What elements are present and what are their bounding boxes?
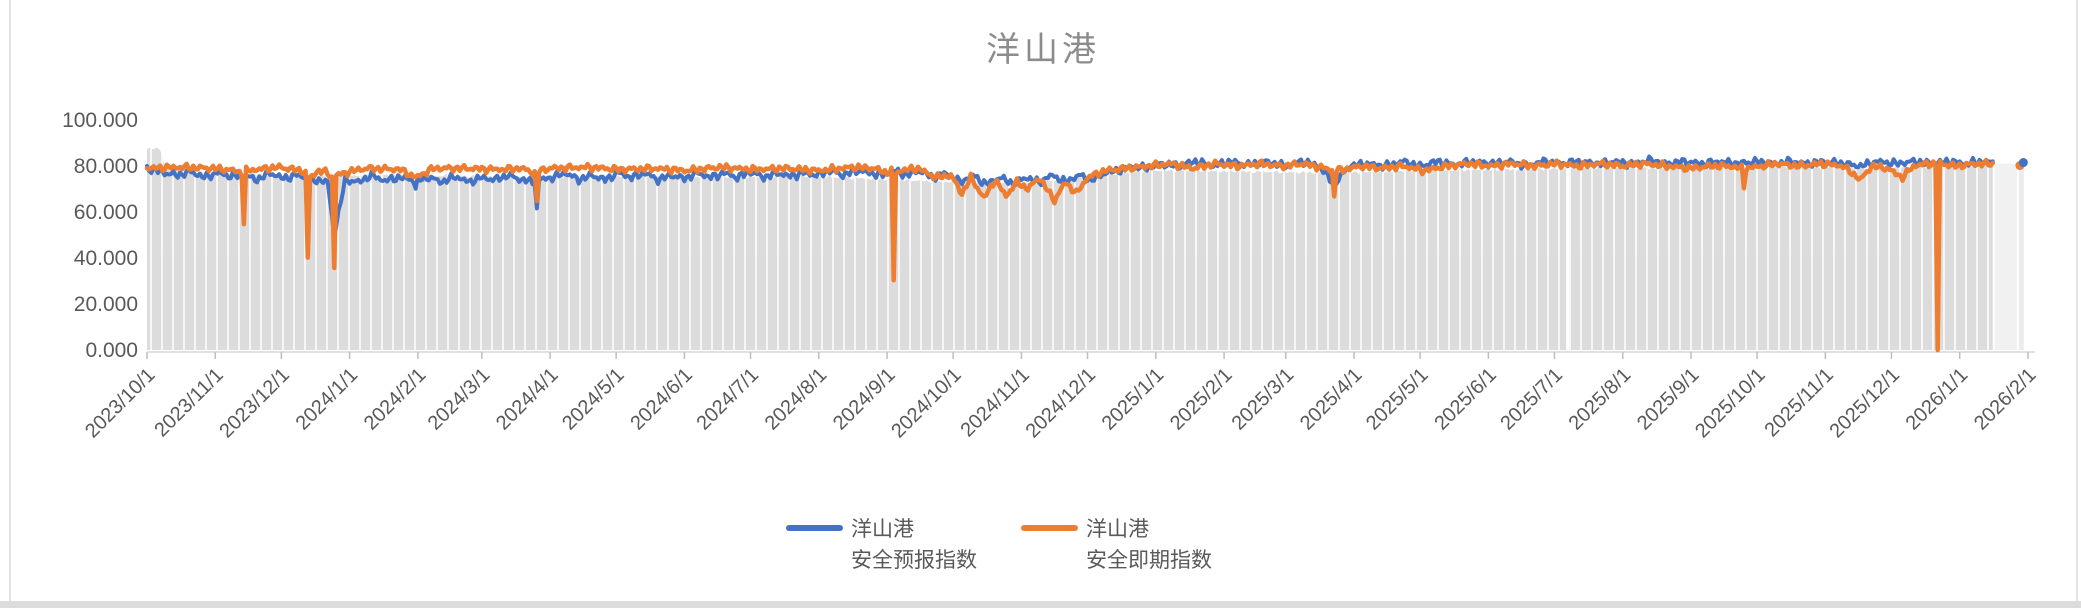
x-axis-tick-label: 2025/7/1 xyxy=(1496,364,1567,435)
x-axis-tick-label: 2025/8/1 xyxy=(1565,364,1636,435)
x-axis-tick-label: 2025/3/1 xyxy=(1228,364,1299,435)
y-axis-tick-label: 80.000 xyxy=(74,155,138,178)
isolated-forecast-dot xyxy=(2018,158,2028,168)
x-axis-tick-label: 2024/3/1 xyxy=(424,364,495,435)
x-axis-tick-label: 2025/11/1 xyxy=(1760,364,1837,441)
forecast-index-line xyxy=(145,154,1995,246)
x-axis-tick-label: 2024/10/1 xyxy=(887,364,965,442)
legend-forecast-line2: 安全预报指数 xyxy=(851,549,977,572)
x-axis-tick-label: 2023/11/1 xyxy=(150,364,227,441)
x-axis-tick-label: 2025/2/1 xyxy=(1166,364,1237,435)
legend-forecast-line1: 洋山港 xyxy=(851,518,914,541)
y-axis-tick-label: 20.000 xyxy=(74,293,138,316)
spot-index-line xyxy=(144,157,1996,353)
y-axis-tick-label: 0.000 xyxy=(85,339,138,362)
spot-line-swatch xyxy=(1021,525,1078,531)
x-axis-tick-label: 2025/12/1 xyxy=(1825,364,1903,442)
x-axis-tick-label: 2024/12/1 xyxy=(1022,364,1100,442)
y-axis-tick-label: 100.000 xyxy=(62,109,138,132)
x-axis-tick-label: 2024/5/1 xyxy=(558,364,629,435)
x-axis-tick-label: 2024/7/1 xyxy=(692,364,763,435)
legend-spot-line2: 安全即期指数 xyxy=(1086,549,1212,572)
forecast-tail-band xyxy=(1994,163,2017,350)
x-axis-tick-label: 2025/4/1 xyxy=(1296,364,1367,435)
history-band-area xyxy=(147,147,1993,350)
x-axis-tick-label: 2025/5/1 xyxy=(1362,364,1433,435)
legend-item-spot[interactable]: 洋山港 安全即期指数 xyxy=(1021,514,1212,576)
isolated-point-bar xyxy=(2018,167,2024,350)
legend-spot-line1: 洋山港 xyxy=(1086,518,1149,541)
sheet-edge-left xyxy=(9,0,11,601)
sheet-edge-right xyxy=(2076,0,2078,601)
x-axis-tick-label: 2024/1/1 xyxy=(292,364,363,435)
x-axis-tick-label: 2024/11/1 xyxy=(957,364,1034,441)
chart-title: 洋山港 xyxy=(986,31,1100,69)
x-axis-tick-label: 2025/10/1 xyxy=(1691,364,1769,442)
x-axis-tick-label: 2023/10/1 xyxy=(81,364,159,442)
x-axis-tick-label: 2024/4/1 xyxy=(492,364,563,435)
x-axis-tick-label: 2026/1/1 xyxy=(1902,364,1973,435)
y-axis-tick-label: 60.000 xyxy=(74,201,138,224)
x-axis-tick-label: 2025/1/1 xyxy=(1098,364,1169,435)
x-axis-tick-label: 2024/2/1 xyxy=(360,364,431,435)
legend-item-forecast[interactable]: 洋山港 安全预报指数 xyxy=(786,514,977,576)
forecast-line-swatch xyxy=(786,525,843,531)
chart-legend: 洋山港 安全预报指数 洋山港 安全即期指数 xyxy=(0,514,2081,584)
x-axis-tick-label: 2024/6/1 xyxy=(626,364,697,435)
x-axis-tick-label: 2025/6/1 xyxy=(1430,364,1501,435)
sheet-edge-bottom xyxy=(0,601,2081,608)
x-axis-tick-label: 2026/2/1 xyxy=(1970,364,2041,435)
x-axis-tick-label: 2023/12/1 xyxy=(215,364,293,442)
y-axis-tick-label: 40.000 xyxy=(74,247,138,270)
x-axis-tick-label: 2024/8/1 xyxy=(761,364,832,435)
